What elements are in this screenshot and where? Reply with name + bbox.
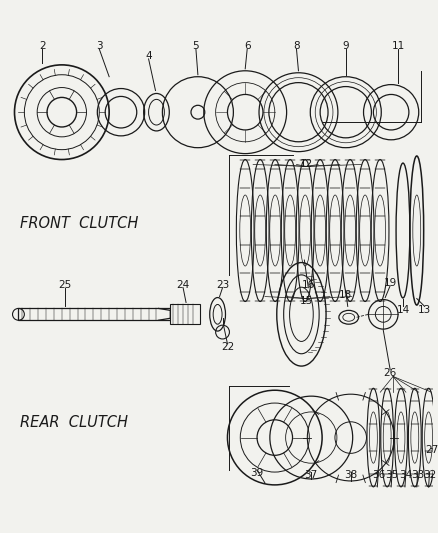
Text: 16: 16 (302, 280, 315, 290)
Text: 18: 18 (339, 289, 353, 300)
Text: 24: 24 (177, 280, 190, 290)
Text: 39: 39 (251, 468, 264, 478)
Text: 19: 19 (384, 278, 397, 288)
Text: 35: 35 (385, 470, 399, 480)
Text: 12: 12 (300, 159, 313, 169)
FancyBboxPatch shape (18, 309, 171, 320)
Text: 6: 6 (244, 41, 251, 51)
Text: 4: 4 (145, 51, 152, 61)
Text: 37: 37 (305, 470, 318, 480)
Text: 5: 5 (193, 41, 199, 51)
Text: 25: 25 (58, 280, 71, 290)
Text: 34: 34 (399, 470, 413, 480)
Text: 33: 33 (411, 470, 424, 480)
Text: 8: 8 (293, 41, 300, 51)
Text: FRONT  CLUTCH: FRONT CLUTCH (21, 216, 139, 231)
Text: REAR  CLUTCH: REAR CLUTCH (21, 415, 128, 430)
Text: 22: 22 (221, 342, 234, 352)
Text: 32: 32 (423, 470, 436, 480)
Text: 13: 13 (418, 305, 431, 316)
Text: 2: 2 (39, 41, 46, 51)
Text: 3: 3 (96, 41, 102, 51)
Text: 36: 36 (372, 470, 385, 480)
FancyBboxPatch shape (170, 304, 200, 324)
Text: 23: 23 (216, 280, 229, 290)
Text: 11: 11 (392, 41, 405, 51)
Text: 14: 14 (396, 305, 410, 316)
Text: 38: 38 (344, 470, 357, 480)
Text: 26: 26 (384, 368, 397, 378)
Text: 15: 15 (300, 295, 313, 305)
Text: 27: 27 (425, 446, 438, 455)
Text: 9: 9 (343, 41, 349, 51)
